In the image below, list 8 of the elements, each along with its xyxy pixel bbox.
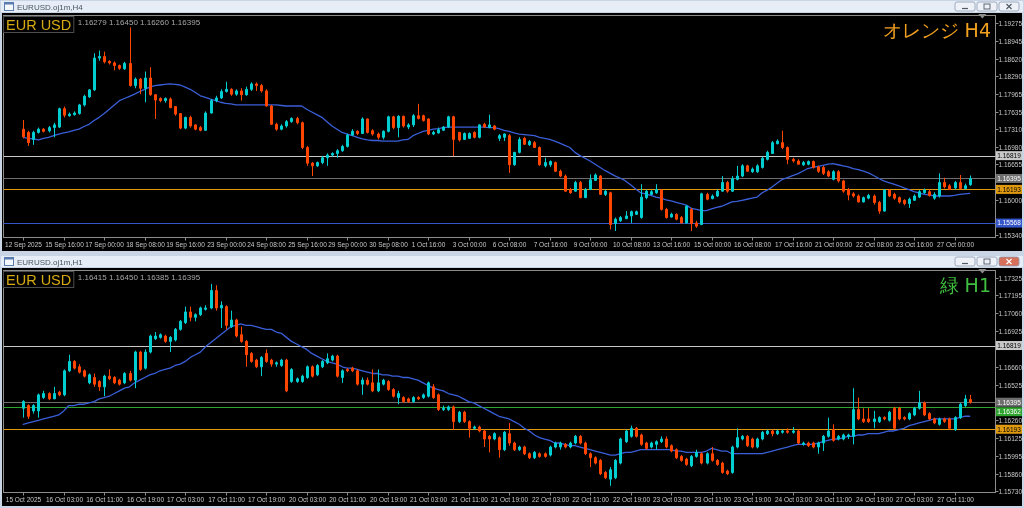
- chart-subtitle: EUR USD: [6, 272, 72, 288]
- annotation: 1.16415 1.16450 1.16385 1.16395: [77, 273, 201, 282]
- chart-subtitle: EUR USD: [6, 17, 72, 33]
- annotation: 緑 H1: [938, 274, 991, 296]
- chart-title: EURUSD.oj1m,H1: [17, 257, 84, 267]
- annotation: 1.16279 1.16450 1.16260 1.16395: [77, 18, 201, 27]
- annotation: オレンジ H4: [882, 19, 991, 41]
- chart-title: EURUSD.oj1m,H4: [17, 2, 84, 12]
